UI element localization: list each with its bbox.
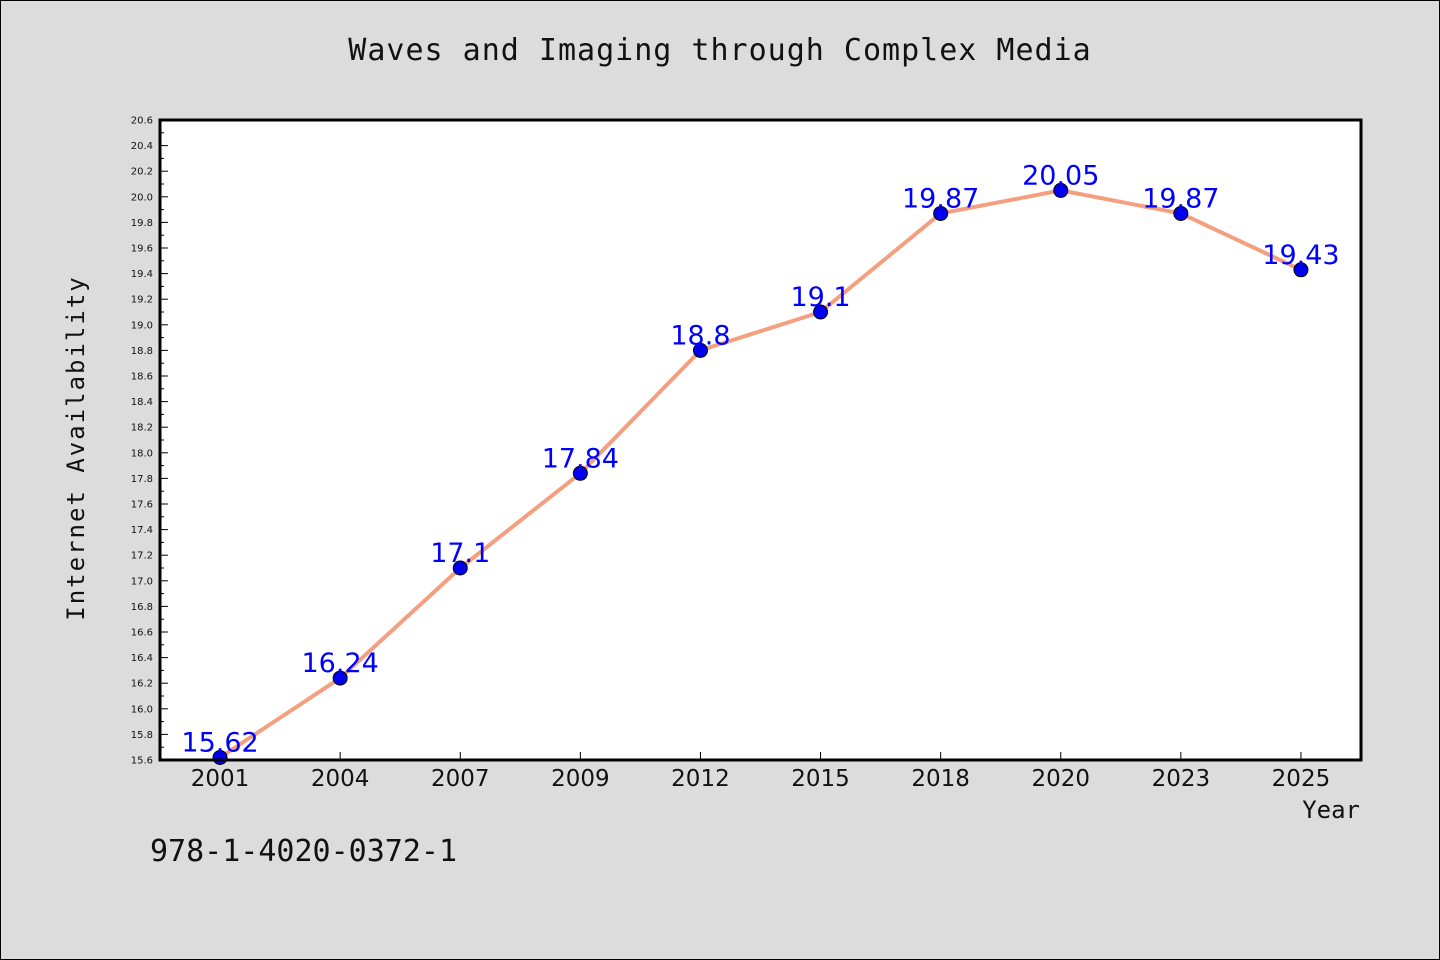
- y-tick-label: 15.8: [131, 730, 153, 741]
- data-point: [452, 560, 468, 576]
- x-tick-label: 2004: [311, 766, 370, 792]
- y-tick-label: 17.6: [131, 500, 153, 511]
- x-tick-label: 2007: [431, 766, 490, 792]
- y-tick-label: 19.2: [131, 295, 153, 306]
- data-label: 18.8: [670, 320, 730, 351]
- x-tick-label: 2012: [671, 766, 730, 792]
- y-tick-label: 19.6: [131, 244, 153, 255]
- y-tick-label: 17.0: [131, 576, 153, 587]
- isbn-text: 978-1-4020-0372-1: [150, 834, 458, 869]
- x-tick-label: 2015: [791, 766, 850, 792]
- x-axis-label: Year: [1302, 796, 1360, 824]
- chart-title: Waves and Imaging through Complex Media: [348, 33, 1092, 68]
- y-tick-label: 18.4: [131, 397, 153, 408]
- data-label: 19.87: [1142, 183, 1219, 214]
- y-tick-label: 16.0: [131, 704, 153, 715]
- y-tick-label: 19.0: [131, 320, 153, 331]
- data-point: [933, 205, 949, 221]
- y-tick-label: 18.6: [131, 372, 153, 383]
- data-point: [332, 670, 348, 686]
- data-label: 19.1: [790, 282, 850, 313]
- y-tick-label: 17.8: [131, 474, 153, 485]
- data-label: 17.1: [430, 538, 490, 569]
- x-tick-label: 2020: [1031, 766, 1090, 792]
- y-tick-label: 19.4: [131, 269, 153, 280]
- y-tick-label: 16.6: [131, 628, 153, 639]
- y-tick-label: 17.2: [131, 551, 153, 562]
- plot-border: [158, 118, 1363, 762]
- y-tick-label: 16.2: [131, 679, 153, 690]
- data-point: [1173, 205, 1189, 221]
- y-tick-label: 18.0: [131, 448, 153, 459]
- y-tick-label: 20.4: [131, 141, 153, 152]
- data-point: [813, 304, 829, 320]
- data-point: [1293, 262, 1309, 278]
- data-label: 19.43: [1262, 240, 1339, 271]
- plot-area: [160, 120, 1361, 760]
- x-tick-label: 2009: [551, 766, 610, 792]
- x-tick-label: 2023: [1152, 766, 1211, 792]
- y-tick-label: 17.4: [131, 525, 153, 536]
- y-tick-label: 15.6: [131, 756, 153, 767]
- data-point: [572, 465, 588, 481]
- data-label: 16.24: [302, 648, 379, 679]
- x-tick-label: 2025: [1272, 766, 1331, 792]
- y-tick-label: 20.0: [131, 192, 153, 203]
- series-line: [218, 188, 1303, 760]
- y-tick-label: 20.2: [131, 167, 153, 178]
- x-tick-label: 2018: [911, 766, 970, 792]
- y-tick-label: 19.8: [131, 218, 153, 229]
- data-label: 15.62: [181, 727, 258, 758]
- data-point: [692, 342, 708, 358]
- data-label: 20.05: [1022, 160, 1099, 191]
- x-tick-label: 2001: [191, 766, 250, 792]
- y-tick-label: 20.6: [131, 116, 153, 127]
- y-tick-label: 16.4: [131, 653, 153, 664]
- data-label: 17.84: [542, 443, 619, 474]
- data-point: [1053, 182, 1069, 198]
- y-tick-label: 16.8: [131, 602, 153, 613]
- y-tick-label: 18.2: [131, 423, 153, 434]
- data-label: 19.87: [902, 183, 979, 214]
- y-tick-label: 18.8: [131, 346, 153, 357]
